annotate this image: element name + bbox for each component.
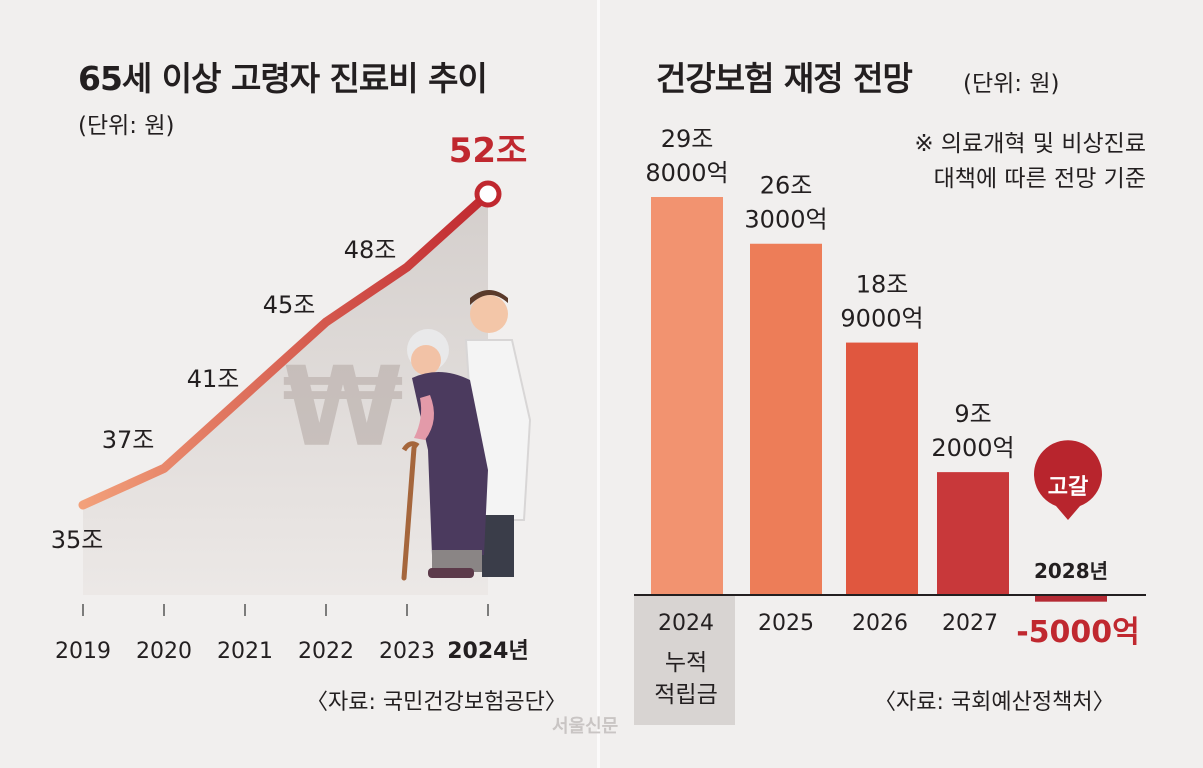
bar	[937, 472, 1009, 595]
line-value-label: 48조	[344, 236, 397, 264]
bar-value-label-line1: 18조	[856, 271, 909, 299]
patient-head-icon	[411, 345, 441, 375]
cane-icon	[401, 445, 417, 581]
right-chart-source: 〈자료: 국회예산정책처〉	[874, 690, 1115, 715]
won-symbol-icon: ₩	[282, 343, 403, 471]
bar	[1035, 595, 1107, 602]
depletion-badge-icon	[1034, 440, 1102, 520]
x-tick-label: 2020	[136, 639, 192, 664]
line-value-label: 35조	[51, 526, 104, 554]
cumulative-label-line1: 누적	[665, 650, 707, 676]
doctor-legs-icon	[482, 515, 514, 577]
line-value-label: 45조	[263, 291, 316, 319]
patient-legs-icon	[432, 550, 482, 572]
line-series	[78, 189, 493, 510]
patient-shoes-icon	[428, 568, 474, 578]
x-tick-label: 2024년	[447, 639, 528, 664]
line-value-label: 52조	[449, 131, 528, 171]
right-chart-unit: (단위: 원)	[963, 71, 1060, 97]
x-tick-label: 2022	[298, 639, 354, 664]
bar-category-label: 2024	[658, 611, 714, 636]
bar	[750, 243, 822, 595]
left-chart-source: 〈자료: 국민건강보험공단〉	[306, 690, 567, 715]
right-chart-note-line2: 대책에 따른 전망 기준	[933, 166, 1146, 192]
bar-value-label-line1: 26조	[760, 172, 813, 200]
newspaper-watermark: 서울신문	[552, 716, 619, 737]
x-tick-label: 2023	[379, 639, 435, 664]
cumulative-label-line2: 적립금	[654, 682, 717, 708]
doctor-hair-icon	[470, 290, 508, 305]
line-value-label: 37조	[102, 426, 155, 454]
panel-divider	[597, 0, 600, 768]
line-end-marker	[474, 180, 502, 208]
right-chart-title: 건강보험 재정 전망	[656, 59, 913, 98]
x-tick-label: 2021	[217, 639, 273, 664]
x-tick-label: 2019	[55, 639, 111, 664]
bar	[846, 342, 918, 595]
left-chart-title: 65세 이상 고령자 진료비 추이	[78, 59, 488, 98]
bar-category-label: 2027	[942, 611, 998, 636]
bar-value-label-line2: 8000억	[645, 159, 728, 187]
left-chart-unit: (단위: 원)	[78, 113, 175, 139]
bar	[651, 197, 723, 595]
bar-category-label: 2028년	[1034, 559, 1108, 583]
depletion-badge-label: 고갈	[1048, 475, 1088, 500]
right-chart-note-line1: ※ 의료개혁 및 비상진료	[914, 131, 1146, 157]
bar-value-label-line1: 9조	[954, 400, 991, 428]
bar-value-label-line1: 29조	[661, 125, 714, 153]
cane-handle-icon	[401, 441, 420, 452]
bar-category-label: 2026	[852, 611, 908, 636]
bar-category-label: 2025	[758, 611, 814, 636]
bar-value-label-line2: 2000억	[931, 434, 1014, 462]
bar-value-label-line2: 3000억	[744, 206, 827, 234]
line-chart-area	[83, 194, 488, 595]
patient-arm-icon	[414, 395, 434, 440]
depletion-value-label: -5000억	[1016, 615, 1140, 650]
line-value-label: 41조	[187, 365, 240, 393]
doctor-head-icon	[470, 295, 508, 333]
bar-value-label-line2: 9000억	[840, 305, 923, 333]
cumulative-reserve-highlight	[634, 595, 735, 725]
